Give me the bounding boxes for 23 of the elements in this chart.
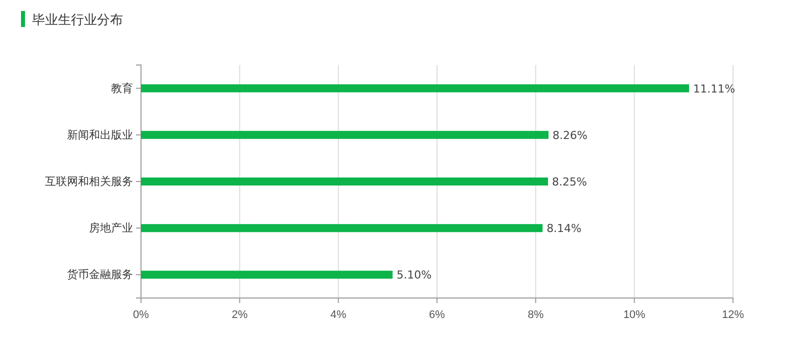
- bar: [141, 270, 393, 279]
- data-label: 5.10%: [396, 268, 432, 282]
- x-tick-label: 8%: [528, 309, 544, 322]
- data-label: 11.11%: [693, 82, 736, 96]
- bar: [141, 130, 548, 139]
- chart-title: 毕业生行业分布: [32, 13, 123, 28]
- bar: [141, 178, 548, 186]
- y-tick-label: 教育: [111, 82, 133, 95]
- y-tick-label: 新闻和出版业: [67, 128, 133, 142]
- x-tick-label: 12%: [722, 309, 744, 322]
- x-tick-label: 0%: [133, 309, 150, 322]
- x-tick-label: 4%: [330, 309, 346, 322]
- data-label: 8.26%: [552, 128, 588, 142]
- x-tick-label: 10%: [623, 309, 646, 322]
- bar: [141, 224, 543, 232]
- y-tick-label: 房地产业: [89, 222, 133, 235]
- y-tick-label: 货币金融服务: [67, 268, 133, 282]
- data-label: 8.25%: [552, 176, 587, 188]
- bar: [141, 84, 690, 92]
- y-tick-label: 互联网和相关服务: [45, 175, 133, 188]
- data-label: 8.14%: [546, 222, 582, 236]
- x-tick-label: 2%: [232, 309, 248, 322]
- x-tick-label: 6%: [429, 309, 446, 322]
